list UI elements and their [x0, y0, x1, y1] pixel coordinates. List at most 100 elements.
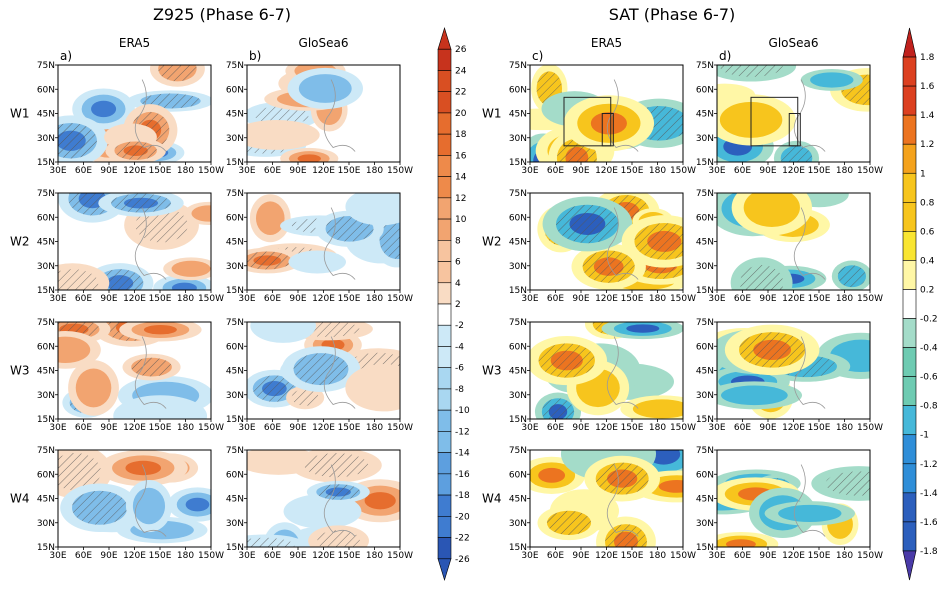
anomaly-field [537, 193, 683, 290]
x-tick-label: 150W [857, 423, 883, 433]
panel-label: d) [719, 49, 731, 63]
colorbar-segment [437, 473, 452, 496]
colorbar-segment [902, 463, 917, 494]
y-tick-label: 75N [509, 189, 527, 199]
row-label: W3 [10, 364, 30, 378]
colorbar-segment [902, 492, 917, 523]
y-tick-label: 15N [509, 543, 527, 553]
map-panel: 30E 60E 90E 120E 150E 180 150W 75N 60N 45N 30N 15N [226, 318, 413, 433]
colorbar-label: -1.4 [920, 489, 938, 499]
y-tick-label: 60N [509, 342, 527, 352]
map-panel: 30E 60E 90E 120E 150E 180 150W 75N 60N 45N 30N 15N W… [10, 189, 224, 304]
significance-hatching [780, 145, 813, 162]
colorbar-segment [437, 218, 452, 241]
y-tick-label: 15N [226, 543, 244, 553]
y-tick-label: 75N [696, 318, 714, 328]
colorbar-label: -18 [455, 491, 470, 501]
x-tick-label: 150E [621, 294, 644, 304]
y-tick-label: 15N [226, 286, 244, 296]
y-tick-label: 75N [226, 318, 244, 328]
y-tick-label: 45N [37, 238, 55, 248]
colorbar-segment [902, 318, 917, 348]
x-tick-label: 30E [49, 551, 66, 561]
colorbar-segment [437, 494, 452, 517]
colorbar-label: -0.6 [920, 373, 938, 383]
colorbar-segment [437, 431, 452, 453]
x-tick-label: 60E [264, 294, 281, 304]
x-tick-label: 30E [238, 423, 255, 433]
x-tick-label: 150E [338, 166, 361, 176]
column-title: ERA5 [119, 36, 150, 50]
colorbar-segment [902, 289, 917, 319]
x-tick-label: 150E [808, 166, 831, 176]
x-tick-label: 180 [366, 294, 383, 304]
y-tick-label: 15N [226, 415, 244, 425]
x-tick-label: 60E [547, 166, 564, 176]
map-panel: 30E 60E 90E 120E 150E 180 150W 75N 60N 45N 30N 15N [226, 446, 413, 561]
y-tick-label: 45N [509, 110, 527, 120]
sat-title: SAT (Phase 6-7) [609, 5, 736, 24]
colorbar-label: 6 [455, 258, 461, 268]
anomaly-contour [91, 100, 117, 118]
significance-hatching [605, 524, 647, 547]
x-tick-label: 150W [670, 294, 696, 304]
x-tick-label: 90E [759, 423, 776, 433]
x-tick-label: 180 [366, 423, 383, 433]
column-title: ERA5 [591, 36, 622, 50]
y-tick-label: 60N [37, 85, 55, 95]
x-tick-label: 30E [708, 551, 725, 561]
y-tick-label: 30N [226, 391, 244, 401]
coastline [606, 336, 639, 409]
colorbar-segment [437, 324, 452, 347]
y-tick-label: 30N [37, 391, 55, 401]
colorbar-label: 22 [455, 88, 466, 98]
x-tick-label: 120E [123, 551, 146, 561]
x-tick-label: 150W [198, 423, 224, 433]
anomaly-contour [810, 72, 854, 88]
y-tick-label: 60N [226, 85, 244, 95]
row-label: W2 [482, 235, 502, 249]
y-tick-label: 15N [509, 415, 527, 425]
colorbar-segment [437, 346, 452, 368]
x-tick-label: 150W [198, 294, 224, 304]
x-tick-label: 30E [708, 423, 725, 433]
x-tick-label: 150E [149, 551, 172, 561]
anomaly-contour [255, 201, 285, 236]
y-tick-label: 60N [226, 470, 244, 480]
row-label: W4 [10, 492, 30, 506]
colorbar-segment [437, 240, 452, 262]
y-tick-label: 30N [37, 519, 55, 529]
colorbar-label: -16 [455, 470, 470, 480]
significance-hatching [111, 193, 171, 213]
y-tick-label: 75N [509, 318, 527, 328]
map-panel: 30E 60E 90E 120E 150E 180 150W 75N 60N 45N 30N 15N b… [226, 36, 413, 176]
x-tick-label: 150E [149, 166, 172, 176]
anomaly-contour [297, 154, 321, 162]
x-tick-label: 90E [100, 166, 117, 176]
x-tick-label: 90E [572, 423, 589, 433]
map-panel: 30E 60E 90E 120E 150E 180 150W 75N 60N 45N 30N 15N [696, 318, 883, 433]
x-tick-label: 150E [621, 551, 644, 561]
colorbar-label: 8 [455, 236, 461, 246]
colorbar-label: -0.4 [920, 344, 938, 354]
x-tick-label: 30E [521, 166, 538, 176]
y-tick-label: 15N [226, 158, 244, 168]
anomaly-field [717, 324, 870, 419]
y-tick-label: 45N [696, 367, 714, 377]
significance-hatching [291, 389, 319, 406]
y-tick-label: 45N [696, 495, 714, 505]
significance-hatching [379, 220, 400, 260]
y-tick-label: 30N [509, 519, 527, 529]
y-tick-label: 75N [37, 446, 55, 456]
x-tick-label: 150E [149, 423, 172, 433]
y-tick-label: 15N [37, 543, 55, 553]
x-tick-label: 120E [123, 294, 146, 304]
y-tick-label: 15N [37, 415, 55, 425]
x-tick-label: 150W [670, 423, 696, 433]
colorbar-label: 1 [920, 169, 926, 179]
anomaly-field [58, 65, 211, 162]
anomaly-contour [250, 322, 316, 343]
anomaly-contour [298, 74, 352, 103]
colorbar-segment [902, 434, 917, 465]
y-tick-label: 60N [37, 342, 55, 352]
